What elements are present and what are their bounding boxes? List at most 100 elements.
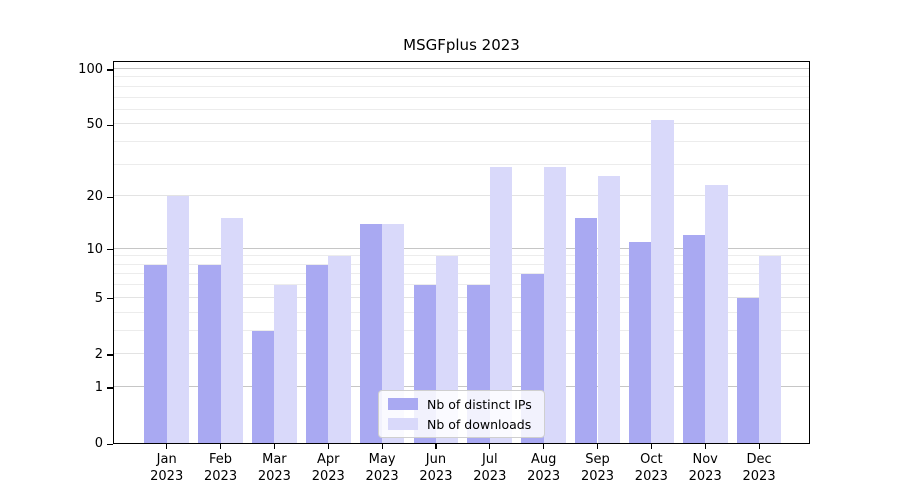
x-tick-year: 2023 [419,469,453,484]
x-tick-label-apr: Apr 2023 [293,451,363,485]
y-tick-label-1: 1 [94,379,103,395]
y-tick-mark-2 [107,354,113,356]
x-tick-month: Apr [317,452,340,467]
x-tick-month: Sep [585,452,610,467]
minor-gridline-8 [114,263,809,265]
gridline-50 [114,123,809,125]
x-tick-mark-mar [273,443,276,449]
x-tick-year: 2023 [527,469,561,484]
legend-row-downloads: Nb of downloads [379,417,544,432]
plot-area [113,61,810,444]
y-tick-label-20: 20 [86,189,103,205]
gridline-10 [114,247,809,249]
minor-gridline-3 [114,329,809,331]
x-tick-mark-dec [758,443,760,449]
x-tick-month: Dec [746,452,772,467]
bar-downloads-mar [274,285,297,443]
x-tick-year: 2023 [257,469,291,484]
gridline-20 [114,195,809,197]
y-tick-mark-20 [107,196,113,198]
x-tick-month: Jun [425,452,447,467]
x-tick-year: 2023 [742,469,776,484]
x-tick-month: May [368,452,396,467]
y-tick-label-5: 5 [94,290,103,306]
bar-ips-oct [628,241,652,443]
x-tick-label-sep: Sep 2023 [563,451,633,485]
x-tick-label-nov: Nov 2023 [670,451,740,485]
x-tick-label-dec: Dec 2023 [724,451,794,485]
x-tick-month: Aug [530,452,557,467]
bar-downloads-nov [705,185,728,443]
y-tick-label-0: 0 [94,436,103,451]
gridline-100 [114,68,809,69]
bar-downloads-jan [166,196,190,443]
x-tick-year: 2023 [688,469,722,484]
minor-gridline-6 [114,284,809,286]
x-tick-year: 2023 [634,469,668,484]
bar-ips-apr [305,264,329,443]
minor-gridline-80 [114,85,809,87]
x-tick-mark-apr [327,443,329,449]
gridline-1 [114,385,809,387]
y-tick-label-100: 100 [78,61,103,77]
gridline-5 [114,296,809,298]
y-tick-mark-100 [107,69,113,71]
y-tick-label-10: 10 [86,241,103,257]
x-tick-label-aug: Aug 2023 [509,451,579,485]
x-tick-month: Feb [209,452,233,467]
x-tick-month: Jul [481,452,498,467]
x-tick-label-jun: Jun 2023 [401,451,471,485]
x-tick-month: Jan [156,452,177,467]
legend-row-distinct-ips: Nb of distinct IPs [379,397,544,412]
bar-ips-dec [736,297,760,443]
x-tick-year: 2023 [365,469,399,484]
bar-ips-jan [144,264,167,443]
minor-gridline-30 [114,163,809,165]
x-tick-label-may: May 2023 [347,451,417,485]
minor-gridline-90 [114,76,809,78]
x-tick-label-oct: Oct 2023 [616,451,686,485]
legend-swatch-distinct-ips [388,398,418,410]
gridline-2 [114,352,809,354]
legend-label-downloads: Nb of downloads [427,416,532,432]
y-tick-label-2: 2 [94,346,103,362]
bar-downloads-dec [759,256,782,443]
x-tick-label-jan: Jan 2023 [132,451,202,485]
x-tick-year: 2023 [580,469,615,484]
bar-ips-feb [198,264,221,443]
legend-label-distinct-ips: Nb of distinct IPs [427,396,532,412]
y-tick-mark-1 [107,387,113,389]
bar-ips-sep [575,218,598,443]
minor-gridline-40 [114,141,809,143]
legend: Nb of distinct IPs Nb of downloads [378,390,545,438]
x-tick-month: Nov [692,452,718,467]
minor-gridline-7 [114,273,809,275]
x-tick-year: 2023 [311,469,345,484]
y-tick-mark-5 [107,298,113,300]
legend-swatch-downloads [388,418,418,430]
x-tick-label-mar: Mar 2023 [239,451,309,485]
x-tick-mark-jul [489,443,491,449]
x-tick-month: Mar [262,452,287,467]
y-tick-mark-0 [107,443,113,445]
bar-downloads-sep [597,175,620,443]
minor-gridline-9 [114,255,809,257]
minor-gridline-70 [114,96,809,98]
x-tick-year: 2023 [473,469,507,484]
chart-title: MSGFplus 2023 [403,36,520,54]
bar-ips-mar [252,330,275,443]
x-tick-month: Oct [640,452,663,467]
bar-ips-may [359,223,383,443]
x-tick-mark-aug [543,443,545,449]
x-tick-mark-feb [220,443,222,449]
x-tick-mark-may [381,443,383,449]
bar-downloads-apr [328,256,351,443]
x-tick-label-jul: Jul 2023 [455,451,525,485]
minor-gridline-4 [114,311,809,313]
x-tick-year: 2023 [150,469,184,484]
x-tick-mark-sep [597,443,599,449]
x-tick-mark-jan [166,443,168,449]
y-tick-mark-10 [107,249,113,251]
bar-downloads-feb [220,218,243,443]
